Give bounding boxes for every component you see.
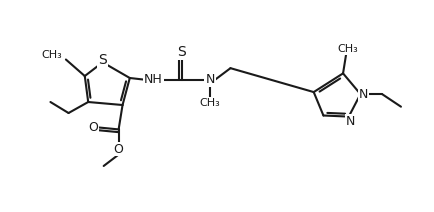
Text: O: O [114, 142, 124, 156]
Text: CH₃: CH₃ [200, 98, 220, 108]
Text: S: S [98, 53, 107, 67]
Text: CH₃: CH₃ [41, 50, 62, 60]
Text: NH: NH [144, 74, 163, 86]
Text: N: N [346, 115, 355, 128]
Text: S: S [178, 45, 186, 59]
Text: N: N [205, 74, 215, 86]
Text: CH₃: CH₃ [338, 44, 358, 54]
Text: N: N [359, 88, 368, 101]
Text: O: O [89, 121, 99, 134]
